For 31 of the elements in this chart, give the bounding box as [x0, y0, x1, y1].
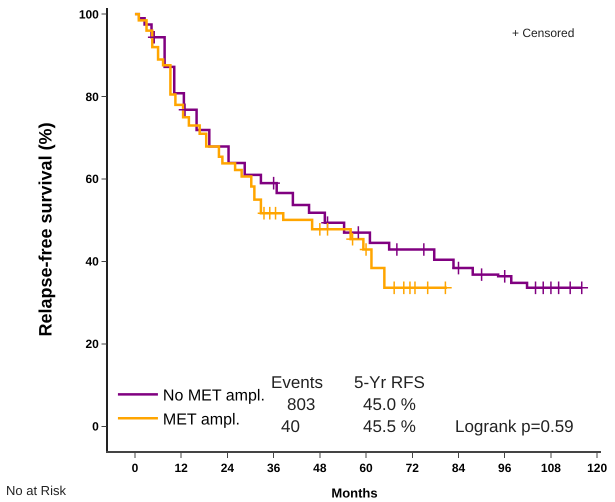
x-tick-label: 120 — [587, 461, 608, 476]
x-tick-label: 0 — [132, 461, 139, 476]
annotation: 803 — [287, 395, 316, 414]
annotation: 5-Yr RFS — [354, 373, 425, 392]
x-tick-label: 96 — [498, 461, 512, 476]
x-tick-label: 84 — [452, 461, 466, 476]
annotation: Events — [271, 373, 323, 392]
y-tick-label: 40 — [85, 254, 100, 269]
annotation: 40 — [281, 417, 300, 436]
x-tick-label: 60 — [359, 461, 374, 476]
text: No at Risk — [6, 483, 66, 498]
annotation: 45.0 % — [363, 395, 416, 414]
point — [346, 232, 360, 246]
annotation: + Censored — [512, 26, 574, 40]
y-tick-label: 100 — [78, 7, 100, 22]
x-tick-label: 12 — [174, 461, 188, 476]
x-tick-label: 108 — [540, 461, 562, 476]
annotation: 45.5 % — [363, 417, 416, 436]
y-tick-label: 20 — [85, 337, 100, 352]
legend-label: MET ampl. — [162, 411, 240, 428]
x-tick-label: 48 — [313, 461, 327, 476]
x-axis-title: Months — [331, 485, 378, 500]
x-tick-label: 36 — [266, 461, 281, 476]
y-tick-label: 60 — [85, 172, 100, 186]
y-tick-label: 80 — [85, 90, 100, 104]
y-tick-label: 0 — [92, 419, 100, 434]
legend-label: No MET ampl. — [162, 388, 265, 405]
x-tick-label: 24 — [220, 461, 234, 476]
x-tick-label: 72 — [406, 461, 420, 476]
annotation: Logrank p=0.59 — [455, 417, 574, 436]
y-axis-title: Relapse-free survival (%) — [36, 122, 56, 337]
